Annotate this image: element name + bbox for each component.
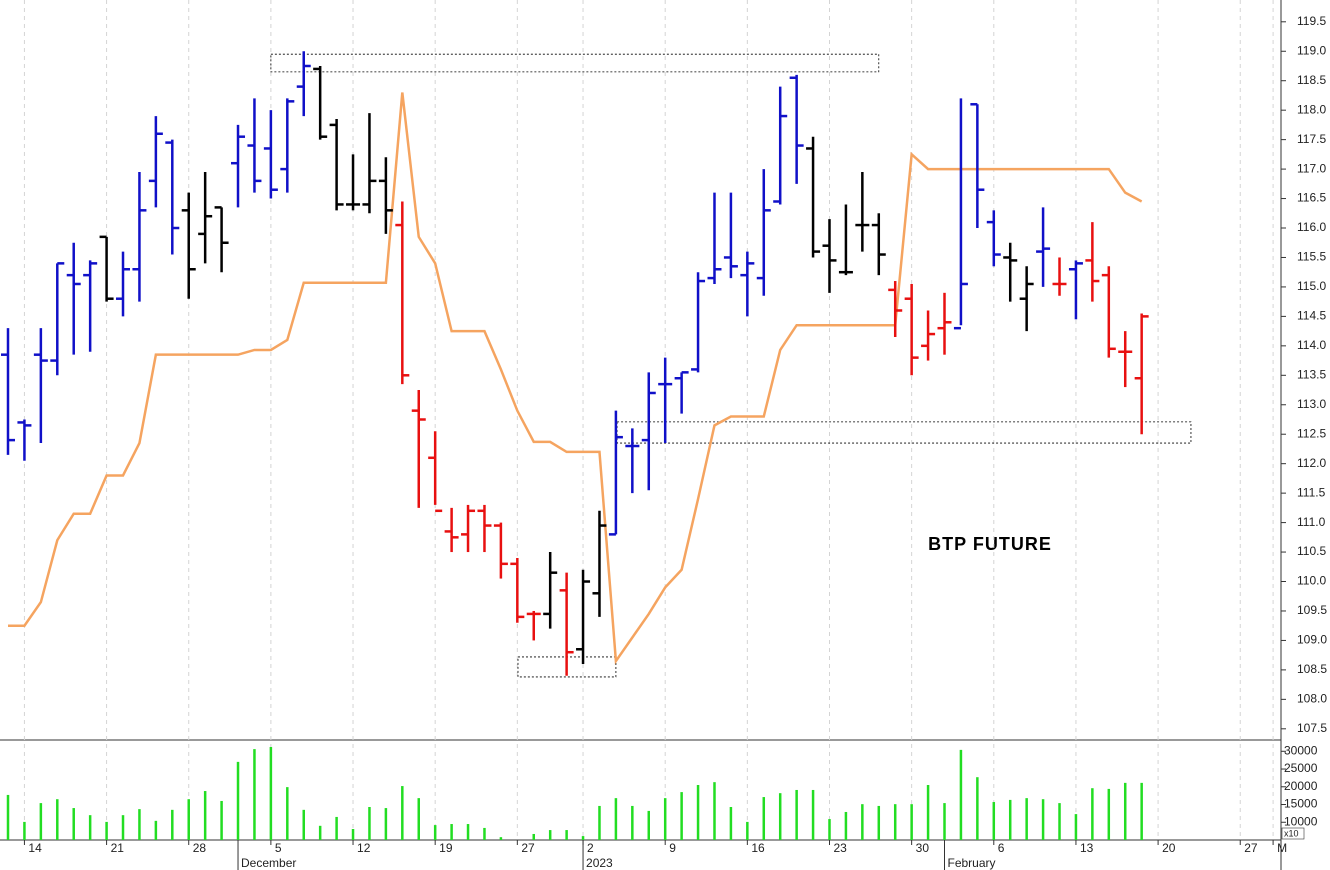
month-label: 2023 (586, 856, 613, 870)
y-tick-label: 118.0 (1297, 102, 1326, 116)
y-tick-label: 115.0 (1297, 279, 1326, 293)
x-tick-label: 23 (833, 841, 847, 855)
y-tick-label: 118.5 (1297, 73, 1326, 87)
y-tick-label: 110.0 (1297, 574, 1326, 588)
range-box (270, 53, 880, 73)
annotation: BTP FUTURE (928, 534, 1052, 554)
y-tick-label: 110.5 (1297, 544, 1326, 558)
volume-unit-label: x10 (1284, 828, 1299, 838)
month-label: February (948, 856, 996, 870)
y-tick-label: 116.5 (1297, 191, 1326, 205)
volume-tick-label: 25000 (1284, 761, 1318, 775)
y-tick-label: 117.0 (1297, 161, 1326, 175)
x-tick-label: 27 (521, 841, 535, 855)
y-tick-label: 114.0 (1297, 338, 1326, 352)
x-tick-label: 12 (357, 841, 371, 855)
x-tick-label: 2 (587, 841, 594, 855)
x-tick-label: 13 (1080, 841, 1094, 855)
volume-tick-label: 30000 (1284, 743, 1318, 757)
x-tick-label: 14 (28, 841, 42, 855)
y-tick-label: 109.5 (1297, 603, 1327, 617)
y-tick-label: 107.5 (1297, 721, 1327, 735)
unit-box (1281, 827, 1305, 840)
y-tick-label: 112.5 (1297, 426, 1326, 440)
y-tick-label: 113.5 (1297, 367, 1326, 381)
x-tick-label: 5 (275, 841, 282, 855)
x-tick-label: 20 (1162, 841, 1176, 855)
y-tick-label: 111.0 (1297, 515, 1326, 529)
volume-tick-label: 20000 (1284, 779, 1318, 793)
y-tick-label: 119.0 (1297, 43, 1326, 57)
y-tick-label: 108.5 (1297, 662, 1327, 676)
volume-tick-label: 10000 (1284, 814, 1318, 828)
x-tick-label: M (1277, 841, 1287, 855)
x-tick-label: 28 (193, 841, 207, 855)
y-tick-label: 108.0 (1297, 692, 1327, 706)
range-box (616, 421, 1192, 444)
x-tick-label: 30 (916, 841, 930, 855)
y-tick-label: 119.5 (1297, 14, 1326, 28)
y-tick-label: 113.0 (1297, 397, 1326, 411)
y-tick-label: 109.0 (1297, 633, 1327, 647)
volume-tick-label: 15000 (1284, 797, 1318, 811)
x-tick-label: 19 (439, 841, 453, 855)
x-tick-label: 27 (1244, 841, 1258, 855)
month-label: December (241, 856, 296, 870)
y-tick-label: 116.0 (1297, 220, 1326, 234)
x-tick-label: 6 (998, 841, 1005, 855)
y-tick-label: 112.0 (1297, 456, 1326, 470)
y-tick-label: 117.5 (1297, 132, 1326, 146)
x-tick-label: 9 (669, 841, 676, 855)
trend-line (8, 92, 1143, 665)
y-tick-label: 114.5 (1297, 309, 1326, 323)
y-tick-label: 111.5 (1297, 485, 1326, 499)
y-tick-label: 115.5 (1297, 250, 1326, 264)
x-tick-label: 21 (111, 841, 125, 855)
x-tick-label: 16 (751, 841, 765, 855)
